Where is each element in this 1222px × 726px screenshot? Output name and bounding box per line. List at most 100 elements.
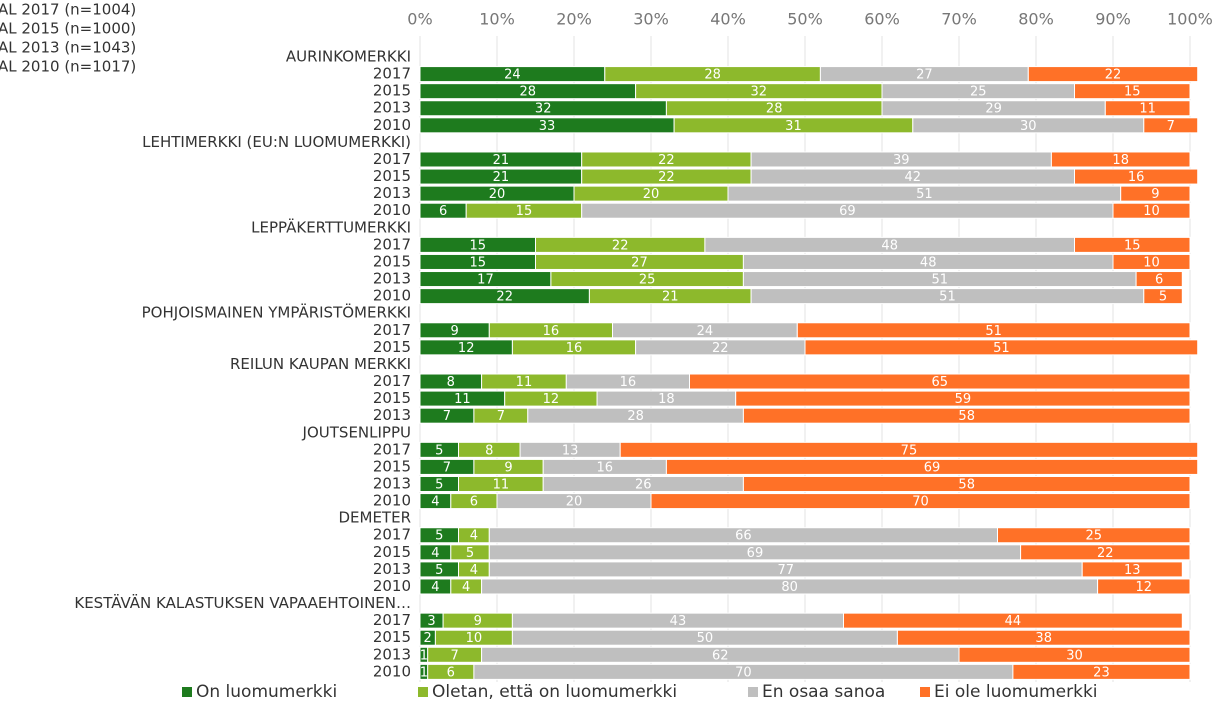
row-label: REILUN KAUPAN MERKKI — [230, 355, 411, 373]
row-label: 2017 — [373, 372, 411, 390]
x-tick-label: 100% — [1167, 10, 1213, 29]
sample-note: AL 2013 (n=1043) — [0, 39, 136, 57]
data-label: 4 — [431, 546, 439, 561]
data-label: 58 — [958, 478, 975, 493]
data-label: 1 — [420, 648, 428, 663]
legend-swatch — [418, 687, 428, 697]
data-label: 16 — [1128, 170, 1145, 185]
row-label: 2017 — [373, 150, 411, 168]
data-label: 22 — [658, 153, 675, 168]
data-label: 21 — [493, 153, 510, 168]
bar-segment — [1104, 100, 1191, 117]
row-label: POHJOISMAINEN YMPÄRISTÖMERKKI — [142, 303, 411, 322]
bar-segment — [1050, 151, 1191, 168]
data-label: 10 — [466, 631, 483, 646]
data-label: 25 — [970, 85, 987, 100]
bar-segment — [1135, 271, 1183, 288]
data-label: 4 — [470, 563, 478, 578]
data-label: 15 — [516, 204, 533, 219]
data-label: 20 — [566, 495, 583, 510]
x-tick-label: 20% — [556, 10, 592, 29]
row-label: 2017 — [373, 235, 411, 253]
data-label: 75 — [901, 443, 918, 458]
row-label: 2010 — [373, 492, 411, 510]
data-label: 15 — [1124, 85, 1141, 100]
row-label: 2010 — [373, 201, 411, 219]
data-label: 16 — [543, 324, 560, 339]
row-label: JOUTSENLIPPU — [302, 423, 411, 441]
x-tick-label: 60% — [864, 10, 900, 29]
data-label: 5 — [435, 478, 443, 493]
legend-swatch — [748, 687, 758, 697]
bar-segment — [1074, 236, 1191, 253]
data-label: 18 — [1112, 153, 1129, 168]
sample-note: AL 2015 (n=1000) — [0, 20, 136, 38]
data-label: 11 — [1139, 102, 1156, 117]
data-label: 27 — [631, 255, 648, 270]
bar-segment — [1112, 202, 1191, 219]
data-label: 22 — [1097, 546, 1114, 561]
data-label: 22 — [612, 238, 629, 253]
data-label: 31 — [785, 119, 802, 134]
data-label: 51 — [916, 187, 933, 202]
data-label: 13 — [1124, 563, 1141, 578]
bar-segment — [1074, 83, 1191, 100]
data-label: 10 — [1143, 255, 1160, 270]
data-label: 25 — [639, 273, 656, 288]
data-label: 4 — [462, 580, 470, 595]
row-label: 2013 — [373, 645, 411, 663]
data-label: 5 — [435, 529, 443, 544]
data-label: 9 — [504, 460, 512, 475]
row-label: 2015 — [373, 167, 411, 185]
data-label: 4 — [431, 495, 439, 510]
data-label: 2 — [424, 631, 432, 646]
row-label: 2015 — [373, 543, 411, 561]
row-label: 2010 — [373, 116, 411, 134]
row-label: 2017 — [373, 65, 411, 83]
legend-swatch — [920, 687, 930, 697]
data-label: 23 — [1093, 665, 1110, 680]
data-label: 32 — [535, 102, 552, 117]
legend-label: En osaa sanoa — [762, 682, 885, 702]
row-label: 2015 — [373, 338, 411, 356]
data-label: 6 — [1155, 273, 1163, 288]
data-label: 11 — [493, 478, 510, 493]
data-label: 42 — [905, 170, 922, 185]
data-label: 22 — [658, 170, 675, 185]
data-label: 4 — [431, 580, 439, 595]
data-label: 28 — [520, 85, 537, 100]
data-label: 50 — [697, 631, 714, 646]
data-label: 15 — [469, 238, 486, 253]
data-label: 9 — [451, 324, 459, 339]
data-label: 32 — [751, 85, 768, 100]
x-tick-label: 80% — [1018, 10, 1054, 29]
row-label: 2010 — [373, 577, 411, 595]
data-label: 3 — [427, 614, 435, 629]
row-label: 2015 — [373, 389, 411, 407]
data-label: 22 — [712, 341, 729, 356]
bar-segment — [742, 476, 1191, 492]
data-label: 8 — [485, 443, 493, 458]
data-label: 27 — [916, 68, 933, 83]
data-label: 29 — [985, 102, 1002, 117]
x-tick-label: 10% — [479, 10, 515, 29]
bar-segment — [1120, 185, 1191, 202]
data-label: 5 — [435, 563, 443, 578]
data-label: 28 — [766, 102, 783, 117]
row-label: 2015 — [373, 628, 411, 646]
data-label: 7 — [451, 648, 459, 663]
x-tick-label: 0% — [407, 10, 432, 29]
bar-segment — [1112, 253, 1191, 270]
bar-segment — [650, 493, 1191, 510]
data-label: 11 — [454, 392, 471, 407]
data-label: 5 — [435, 443, 443, 458]
row-label: 2010 — [373, 662, 411, 680]
sample-note: AL 2017 (n=1004) — [0, 1, 136, 19]
sample-note: AL 2010 (n=1017) — [0, 58, 136, 76]
row-label: 2015 — [373, 82, 411, 100]
row-label: 2013 — [373, 560, 411, 578]
data-label: 4 — [470, 529, 478, 544]
data-label: 43 — [670, 614, 687, 629]
data-label: 1 — [420, 665, 428, 680]
